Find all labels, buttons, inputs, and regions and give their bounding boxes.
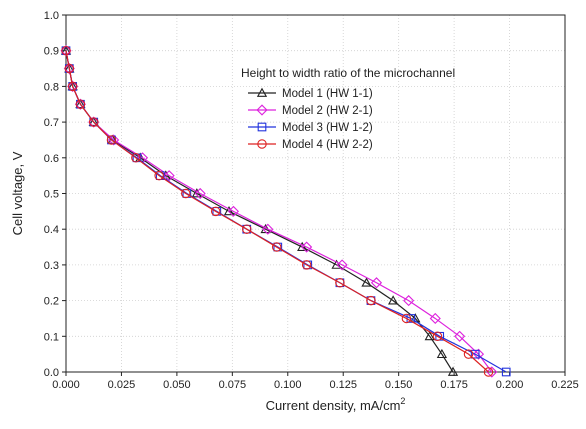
legend-item: Model 1 (HW 1-1) xyxy=(248,87,373,100)
data-point xyxy=(75,99,86,110)
data-point xyxy=(262,223,274,235)
data-point xyxy=(336,259,348,271)
y-tick-label: 0.3 xyxy=(44,260,59,272)
data-point xyxy=(131,153,141,163)
data-point xyxy=(210,206,221,217)
y-tick-label: 1.0 xyxy=(44,10,59,22)
data-point xyxy=(470,349,480,359)
y-tick-label: 0.5 xyxy=(44,189,59,201)
data-point xyxy=(163,170,175,182)
data-point xyxy=(64,63,75,74)
x-tick-label: 0.050 xyxy=(163,379,191,391)
data-point xyxy=(361,277,372,287)
x-tick-label: 0.225 xyxy=(551,379,579,391)
legend-marker xyxy=(256,87,268,97)
data-point xyxy=(194,187,206,200)
y-tick-label: 0.1 xyxy=(44,331,59,343)
series-layer xyxy=(60,45,511,378)
data-point xyxy=(335,277,345,288)
data-point xyxy=(366,295,376,306)
data-point xyxy=(301,241,313,253)
y-tick-label: 0.9 xyxy=(44,46,59,58)
series-model-2-hw-2-1 xyxy=(60,45,498,378)
data-point xyxy=(106,135,117,145)
data-point xyxy=(483,367,494,377)
y-tick-label: 0.6 xyxy=(44,153,59,165)
legend-item: Model 3 (HW 1-2) xyxy=(248,122,373,134)
data-point xyxy=(447,366,459,376)
legend-label: Model 1 (HW 1-1) xyxy=(282,88,373,100)
data-point xyxy=(486,366,498,378)
legend-item: Model 4 (HW 2-2) xyxy=(248,139,373,151)
legend-label: Model 2 (HW 2-1) xyxy=(282,105,373,117)
x-tick-label: 0.100 xyxy=(274,379,302,391)
data-point xyxy=(227,205,240,217)
y-tick-label: 0.8 xyxy=(44,81,59,93)
data-point xyxy=(432,331,443,342)
data-point xyxy=(74,98,86,110)
y-tick-label: 0.2 xyxy=(44,296,59,308)
x-tick-label: 0.125 xyxy=(329,379,357,391)
series-line xyxy=(65,50,454,373)
x-tick-label: 0.025 xyxy=(108,379,136,391)
data-point xyxy=(436,348,448,359)
data-point xyxy=(387,295,399,305)
legend-item: Model 2 (HW 2-1) xyxy=(248,104,373,117)
legend-marker xyxy=(257,122,267,132)
y-tick-label: 0.7 xyxy=(44,117,59,129)
data-point xyxy=(271,242,282,252)
data-point xyxy=(429,312,441,325)
data-point xyxy=(88,117,99,127)
data-point xyxy=(67,80,79,92)
data-point xyxy=(63,62,75,75)
x-tick-label: 0.150 xyxy=(385,379,413,391)
data-point xyxy=(463,349,474,359)
data-point xyxy=(88,116,100,128)
data-point xyxy=(154,170,164,181)
axis-ticks: 0.000 0.025 0.050 0.075 0.100 0.125 0.150 0.175… xyxy=(44,10,579,391)
data-point xyxy=(181,188,191,199)
data-point xyxy=(61,45,71,56)
x-tick-label: 0.175 xyxy=(440,379,468,391)
data-point xyxy=(501,367,511,377)
y-tick-label: 0.4 xyxy=(44,224,59,236)
y-tick-label: 0.0 xyxy=(44,367,59,379)
legend-marker xyxy=(256,104,268,116)
series-line xyxy=(65,50,489,373)
data-point xyxy=(301,260,312,270)
data-point xyxy=(60,45,72,57)
data-point xyxy=(472,348,485,360)
x-tick-label: 0.000 xyxy=(52,379,80,391)
legend: Height to width ratio of the microchanne… xyxy=(241,66,455,151)
data-point xyxy=(241,224,252,234)
data-point xyxy=(424,330,435,341)
data-point xyxy=(370,277,383,289)
x-axis-title-superscript: 2 xyxy=(400,396,405,406)
y-axis-title: Cell voltage, V xyxy=(10,151,25,235)
data-point xyxy=(454,330,466,342)
x-tick-label: 0.200 xyxy=(496,379,524,391)
data-point xyxy=(223,206,235,216)
x-axis-title: Current density, mA/cm2 xyxy=(266,396,406,413)
data-point xyxy=(331,259,342,269)
x-axis-title-text: Current density, mA/cm xyxy=(266,398,401,413)
series-model-4-hw-2-2 xyxy=(61,45,494,377)
legend-label: Model 3 (HW 1-2) xyxy=(282,122,373,134)
data-point xyxy=(401,313,412,324)
legend-title: Height to width ratio of the microchanne… xyxy=(241,66,455,80)
data-point xyxy=(67,81,78,92)
series-line xyxy=(65,50,493,373)
legend-marker xyxy=(257,139,267,149)
data-point xyxy=(403,295,415,307)
x-tick-label: 0.075 xyxy=(219,379,247,391)
legend-label: Model 4 (HW 2-2) xyxy=(282,139,373,151)
